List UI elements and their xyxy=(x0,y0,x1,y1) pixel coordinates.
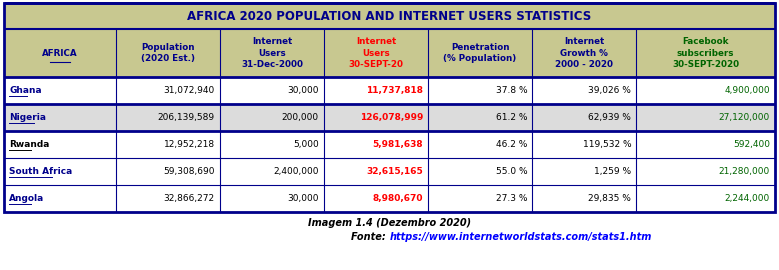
Text: 31,072,940: 31,072,940 xyxy=(164,86,215,95)
Text: 27.3 %: 27.3 % xyxy=(495,194,527,203)
Text: 8,980,670: 8,980,670 xyxy=(372,194,423,203)
Bar xyxy=(532,104,636,131)
Bar xyxy=(428,104,532,131)
Text: Penetration
(% Population): Penetration (% Population) xyxy=(443,43,516,63)
Bar xyxy=(636,29,775,77)
Text: 55.0 %: 55.0 % xyxy=(495,167,527,176)
Bar xyxy=(220,185,324,212)
Bar xyxy=(4,3,775,212)
Bar xyxy=(532,185,636,212)
Text: 27,120,000: 27,120,000 xyxy=(719,113,770,122)
Text: 32,615,165: 32,615,165 xyxy=(366,167,423,176)
Text: AFRICA 2020 POPULATION AND INTERNET USERS STATISTICS: AFRICA 2020 POPULATION AND INTERNET USER… xyxy=(188,9,591,22)
Bar xyxy=(324,29,428,77)
Text: Angola: Angola xyxy=(9,194,44,203)
Text: 5,000: 5,000 xyxy=(293,140,319,149)
Text: Rwanda: Rwanda xyxy=(9,140,49,149)
Bar xyxy=(636,131,775,158)
Text: Internet
Users
30-SEPT-20: Internet Users 30-SEPT-20 xyxy=(348,38,404,69)
Bar xyxy=(116,29,220,77)
Text: Internet
Users
31-Dec-2000: Internet Users 31-Dec-2000 xyxy=(241,38,303,69)
Bar xyxy=(428,185,532,212)
Bar xyxy=(532,77,636,104)
Text: 206,139,589: 206,139,589 xyxy=(158,113,215,122)
Text: 39,026 %: 39,026 % xyxy=(588,86,631,95)
Text: 2,400,000: 2,400,000 xyxy=(273,167,319,176)
Bar xyxy=(532,29,636,77)
Text: 4,900,000: 4,900,000 xyxy=(724,86,770,95)
Bar xyxy=(4,131,116,158)
Bar xyxy=(324,131,428,158)
Bar xyxy=(428,77,532,104)
Text: AFRICA: AFRICA xyxy=(42,49,78,58)
Text: Internet
Growth %
2000 - 2020: Internet Growth % 2000 - 2020 xyxy=(555,38,613,69)
Text: 37.8 %: 37.8 % xyxy=(495,86,527,95)
Text: 21,280,000: 21,280,000 xyxy=(719,167,770,176)
Text: 2,244,000: 2,244,000 xyxy=(724,194,770,203)
Text: Facebook
subscribers
30-SEPT-2020: Facebook subscribers 30-SEPT-2020 xyxy=(672,38,739,69)
Bar xyxy=(4,3,775,29)
Bar xyxy=(116,104,220,131)
Text: 59,308,690: 59,308,690 xyxy=(164,167,215,176)
Text: 119,532 %: 119,532 % xyxy=(583,140,631,149)
Bar xyxy=(116,185,220,212)
Bar xyxy=(532,131,636,158)
Text: 592,400: 592,400 xyxy=(733,140,770,149)
Bar xyxy=(4,185,116,212)
Bar xyxy=(324,158,428,185)
Bar xyxy=(428,29,532,77)
Bar xyxy=(220,77,324,104)
Text: 62,939 %: 62,939 % xyxy=(588,113,631,122)
Bar xyxy=(324,77,428,104)
Text: 11,737,818: 11,737,818 xyxy=(366,86,423,95)
Bar xyxy=(324,185,428,212)
Text: South Africa: South Africa xyxy=(9,167,72,176)
Bar xyxy=(116,158,220,185)
Text: 200,000: 200,000 xyxy=(282,113,319,122)
Bar xyxy=(636,77,775,104)
Bar xyxy=(4,77,116,104)
Text: https://www.internetworldstats.com/stats1.htm: https://www.internetworldstats.com/stats… xyxy=(390,232,652,242)
Bar xyxy=(4,29,116,77)
Bar xyxy=(220,131,324,158)
Text: Imagem 1.4 (Dezembro 2020): Imagem 1.4 (Dezembro 2020) xyxy=(308,218,471,228)
Text: Population
(2020 Est.): Population (2020 Est.) xyxy=(141,43,195,63)
Text: 30,000: 30,000 xyxy=(287,194,319,203)
Bar xyxy=(220,29,324,77)
Bar xyxy=(428,158,532,185)
Bar xyxy=(4,158,116,185)
Text: 126,078,999: 126,078,999 xyxy=(360,113,423,122)
Bar xyxy=(324,104,428,131)
Bar xyxy=(220,104,324,131)
Text: Ghana: Ghana xyxy=(9,86,41,95)
Text: 12,952,218: 12,952,218 xyxy=(164,140,215,149)
Bar xyxy=(428,131,532,158)
Bar xyxy=(636,185,775,212)
Text: 1,259 %: 1,259 % xyxy=(594,167,631,176)
Bar xyxy=(636,104,775,131)
Text: Fonte:: Fonte: xyxy=(351,232,390,242)
Text: 46.2 %: 46.2 % xyxy=(495,140,527,149)
Text: 30,000: 30,000 xyxy=(287,86,319,95)
Text: 61.2 %: 61.2 % xyxy=(495,113,527,122)
Bar xyxy=(636,158,775,185)
Bar xyxy=(220,158,324,185)
Text: Nigeria: Nigeria xyxy=(9,113,46,122)
Text: 29,835 %: 29,835 % xyxy=(588,194,631,203)
Bar xyxy=(4,104,116,131)
Text: 32,866,272: 32,866,272 xyxy=(164,194,215,203)
Bar xyxy=(116,77,220,104)
Bar xyxy=(116,131,220,158)
Text: 5,981,638: 5,981,638 xyxy=(372,140,423,149)
Bar xyxy=(532,158,636,185)
